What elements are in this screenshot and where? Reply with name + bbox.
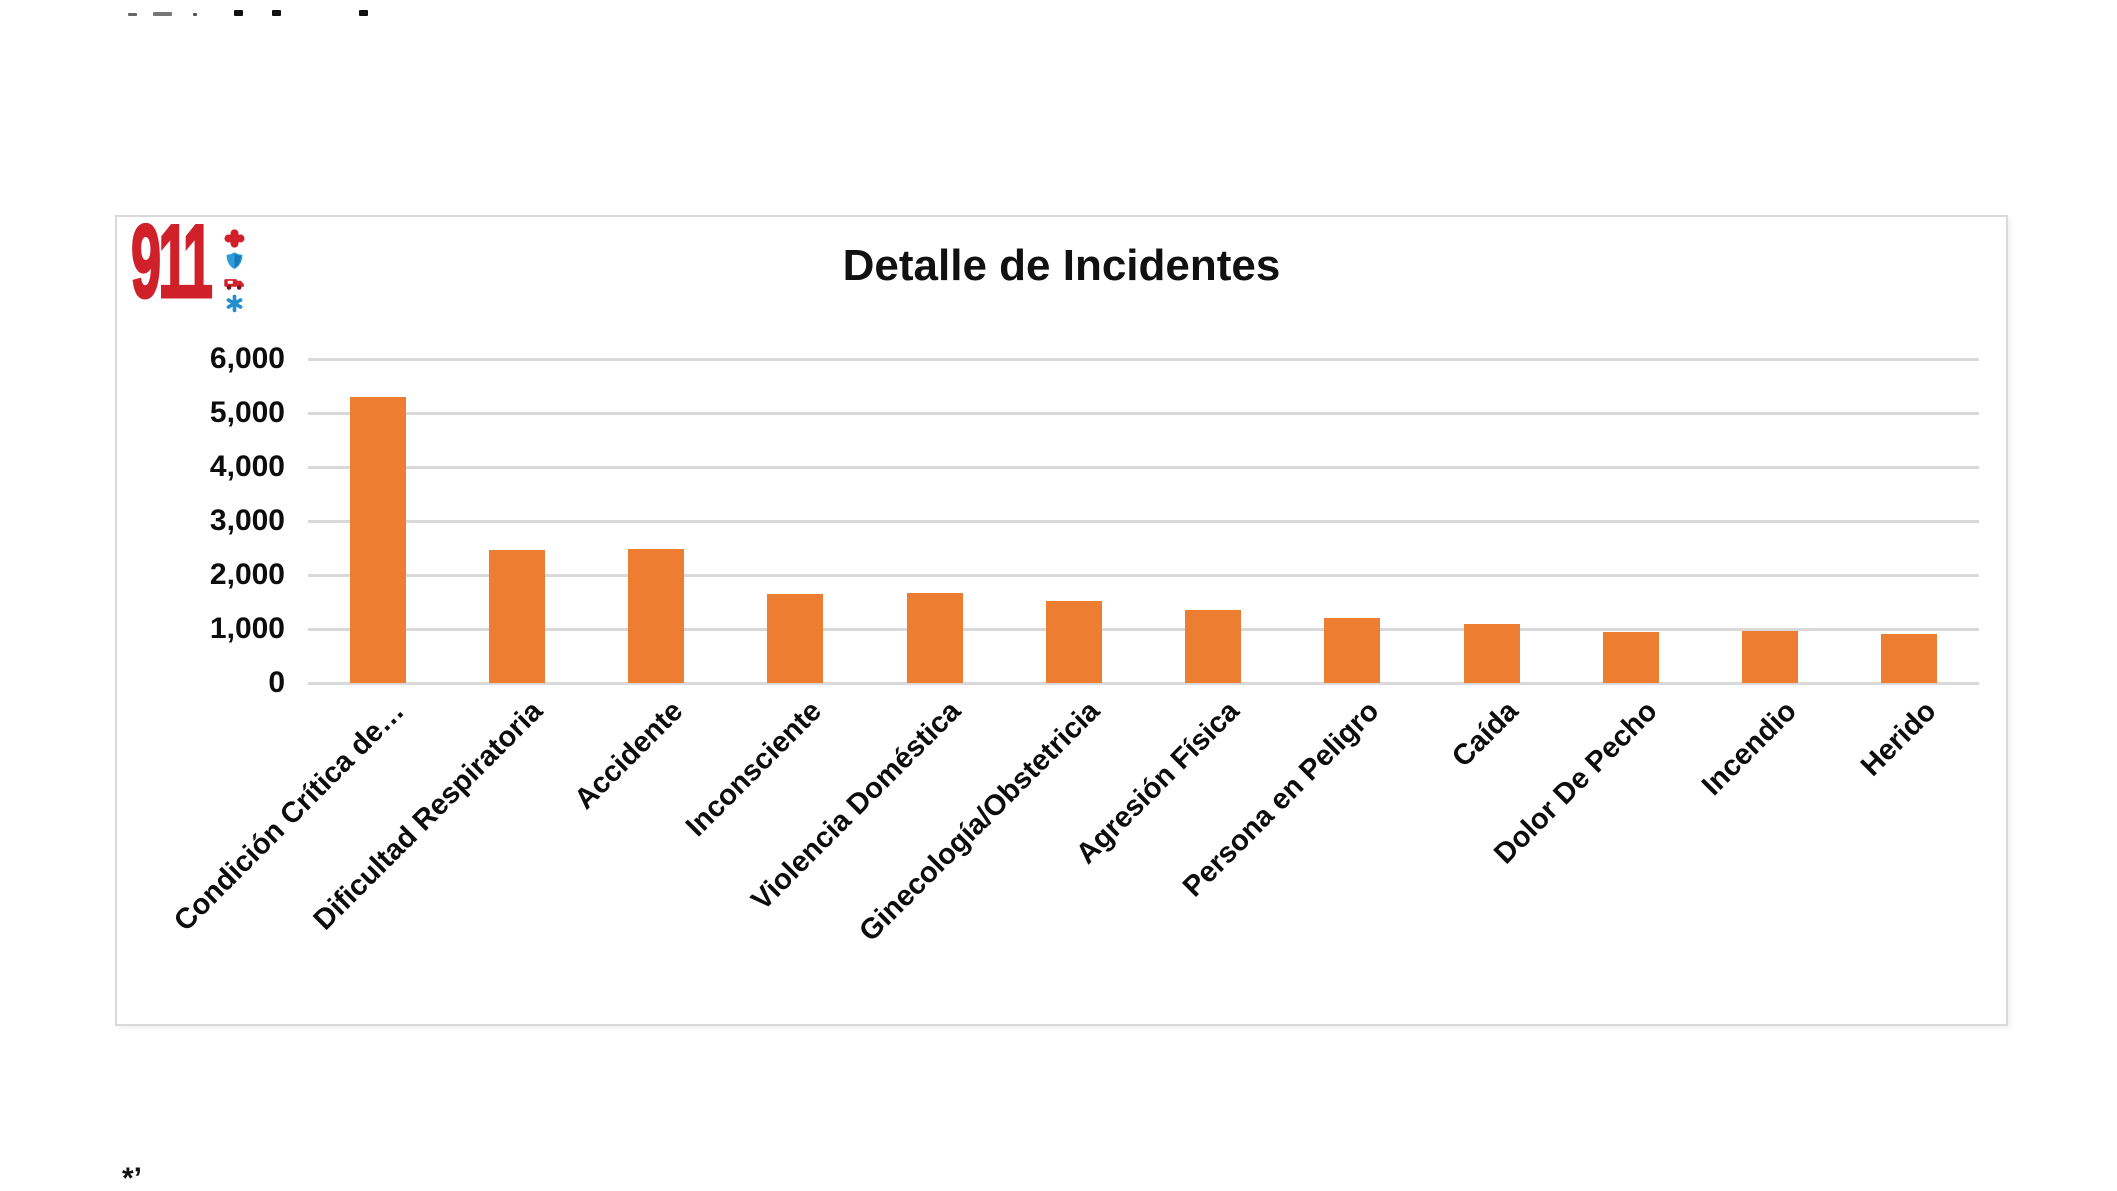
star-of-life-icon (226, 294, 243, 313)
x-category-label: Incendio (1695, 695, 1803, 802)
ambulance-icon (224, 279, 244, 290)
gridline (308, 573, 1979, 577)
logo-icon-column (223, 229, 246, 313)
y-tick-label: 3,000 (209, 504, 285, 537)
bar-2 (488, 550, 545, 683)
bar-12 (1881, 633, 1938, 683)
y-tick-label: 5,000 (209, 396, 285, 429)
bar-5 (906, 592, 963, 683)
text-fragment (193, 13, 197, 16)
x-category-label: Condición Crítica de… (167, 695, 411, 938)
bar-8 (1324, 617, 1381, 683)
footnote-fragment: *’ (122, 1162, 143, 1182)
bar-3 (628, 548, 685, 683)
y-tick-label: 4,000 (209, 450, 285, 483)
x-category-label: Accidente (568, 695, 689, 816)
text-fragment (153, 12, 172, 16)
text-fragment (272, 10, 281, 16)
gridline (308, 357, 1979, 361)
clipped-footnote: *’ (122, 1162, 202, 1182)
chart-panel: 911 (115, 204, 2008, 1026)
bar-11 (1742, 631, 1799, 683)
logo-911-text: 911 (130, 204, 213, 320)
bar-6 (1045, 601, 1102, 683)
x-category-label: Ginecología/Obstetricia (853, 695, 1107, 948)
shield-icon (226, 252, 243, 269)
y-tick-label: 2,000 (209, 558, 285, 591)
gridline (308, 465, 1979, 469)
x-category-label: Caída (1445, 695, 1525, 774)
logo-911: 911 (130, 204, 271, 320)
y-tick-label: 1,000 (209, 612, 285, 645)
gridline (308, 681, 1979, 685)
gridline (308, 627, 1979, 631)
bar-1 (349, 397, 406, 683)
bar-7 (1185, 609, 1242, 683)
text-fragment (234, 10, 243, 16)
bar-10 (1602, 632, 1659, 683)
gridline (308, 519, 1979, 523)
gridline (308, 411, 1979, 415)
bar-9 (1463, 624, 1520, 683)
x-category-label: Dificultad Respiratoria (308, 695, 550, 937)
x-category-label: Inconsciente (680, 695, 829, 843)
text-fragment (359, 10, 368, 16)
bar-4 (767, 593, 824, 683)
medical-cross-icon (224, 229, 245, 248)
x-category-label: Herido (1854, 695, 1943, 783)
plot-area (308, 357, 1979, 685)
y-tick-label: 6,000 (209, 342, 285, 375)
text-fragment (128, 13, 137, 16)
y-tick-label: 0 (268, 666, 285, 699)
chart-title: Detalle de Incidentes (842, 241, 1281, 290)
